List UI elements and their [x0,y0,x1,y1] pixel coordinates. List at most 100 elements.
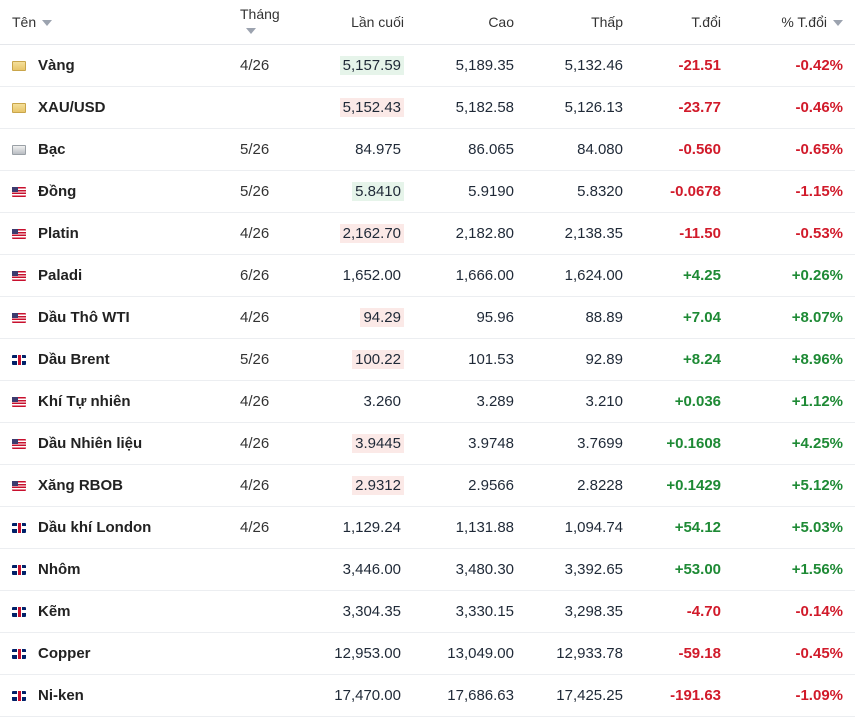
table-row[interactable]: Dầu Thô WTI 4/26 94.29 95.96 88.89 +7.04 +8.07… [0,296,855,339]
change-cell: -11.50 [635,212,733,255]
low-cell: 3.7699 [526,422,635,465]
table-row[interactable]: Đồng 5/26 5.8410 5.9190 5.8320 -0.0678 -1.15% [0,170,855,213]
commodity-name-cell[interactable]: Dầu Thô WTI [0,296,222,339]
commodity-name-link[interactable]: Xăng RBOB [38,476,124,494]
commodity-name-cell[interactable]: Nhôm [0,548,222,591]
commodity-name-link[interactable]: Kẽm [38,602,71,620]
table-row[interactable]: Paladi 6/26 1,652.00 1,666.00 1,624.00 +4.25 +… [0,254,855,297]
commodity-name-link[interactable]: Nhôm [38,560,81,578]
commodity-name-link[interactable]: Platin [38,224,79,242]
table-row[interactable]: Dầu Nhiên liệu 4/26 3.9445 3.9748 3.7699 +0.1… [0,422,855,465]
high-cell: 2,182.80 [416,212,526,255]
column-header-high-label: Cao [488,13,514,30]
commodity-name-cell[interactable]: Dầu Brent [0,338,222,381]
commodity-name-cell[interactable]: Ni-ken [0,674,222,717]
change-cell: -4.70 [635,590,733,633]
header-row: Tên Tháng Lần cuối Cao Thấp T.đổi % T.đổ… [0,0,855,45]
month-cell [222,590,302,633]
commodity-name-link[interactable]: Ni-ken [38,686,84,704]
column-header-last[interactable]: Lần cuối [302,0,416,45]
commodity-name-cell[interactable]: Đồng [0,170,222,213]
table-row[interactable]: Nhôm 3,446.00 3,480.30 3,392.65 +53.00 +1.56% [0,548,855,591]
commodity-name-cell[interactable]: Copper [0,632,222,675]
commodity-name-link[interactable]: Dầu Thô WTI [38,308,130,326]
column-header-name[interactable]: Tên [0,0,222,45]
flag-us-icon [12,186,26,197]
column-header-month[interactable]: Tháng [222,0,302,45]
column-header-low[interactable]: Thấp [526,0,635,45]
flag-gold-icon [12,60,26,71]
flag-silver-icon [12,144,26,155]
month-cell: 5/26 [222,170,302,213]
change-cell: +0.1608 [635,422,733,465]
sort-caret-down-icon[interactable] [833,20,843,27]
change-cell: +53.00 [635,548,733,591]
table-row[interactable]: Copper 12,953.00 13,049.00 12,933.78 -59.18-… [0,632,855,675]
low-cell: 1,624.00 [526,254,635,297]
commodity-name-cell[interactable]: Paladi [0,254,222,297]
commodity-name-link[interactable]: Vàng [38,56,75,74]
sort-caret-down-icon[interactable] [42,20,53,27]
flag-uk-icon [12,564,26,575]
table-row[interactable]: Bạc 5/26 84.975 86.065 84.080 -0.560 -0.65% [0,128,855,171]
commodity-name-link[interactable]: Bạc [38,140,66,158]
last-price-value: 2.9312 [352,475,404,495]
commodity-name-link[interactable]: Paladi [38,266,83,284]
high-cell: 17,686.63 [416,674,526,717]
high-cell: 86.065 [416,128,526,171]
table-row[interactable]: Xăng RBOB 4/26 2.9312 2.9566 2.8228 +0.1429 +5… [0,464,855,507]
commodity-name-cell[interactable]: Platin [0,212,222,255]
table-row[interactable]: Dầu Brent 5/26 100.22 101.53 92.89 +8.24 +8.96… [0,338,855,381]
commodity-name-cell[interactable]: Bạc [0,128,222,171]
table-row[interactable]: Khí Tự nhiên 4/26 3.260 3.289 3.210 +0.036 +1.… [0,380,855,423]
commodity-name-link[interactable]: XAU/USD [38,98,106,116]
change-pct-cell: +5.03% [733,506,855,549]
flag-us-icon [12,438,26,449]
month-cell: 5/26 [222,338,302,381]
column-header-high[interactable]: Cao [416,0,526,45]
table-row[interactable]: Kẽm 3,304.35 3,330.15 3,298.35 -4.70 -0.14% [0,590,855,633]
low-cell: 5,132.46 [526,44,635,87]
last-price-value: 5,152.43 [339,97,404,117]
high-cell: 95.96 [416,296,526,339]
change-cell: -21.51 [635,44,733,87]
change-cell: +0.1429 [635,464,733,507]
table-row[interactable]: XAU/USD 5,152.43 5,182.58 5,126.13 -23.77 -0.… [0,86,855,129]
month-cell: 4/26 [222,464,302,507]
commodity-name-link[interactable]: Khí Tự nhiên [38,392,131,410]
change-cell: -59.18 [635,632,733,675]
commodity-name-link[interactable]: Dầu Brent [38,350,110,368]
sort-caret-down-icon[interactable] [246,28,256,35]
low-cell: 3.210 [526,380,635,423]
high-cell: 5,182.58 [416,86,526,129]
commodity-name-cell[interactable]: Khí Tự nhiên [0,380,222,423]
table-row[interactable]: Vàng 4/26 5,157.59 5,189.35 5,132.46 -21.51 -0… [0,44,855,87]
commodity-name-cell[interactable]: XAU/USD [0,86,222,129]
change-cell: -191.63 [635,674,733,717]
low-cell: 84.080 [526,128,635,171]
low-cell: 5,126.13 [526,86,635,129]
table-row[interactable]: Ni-ken 17,470.00 17,686.63 17,425.25 -191.63… [0,674,855,717]
low-cell: 88.89 [526,296,635,339]
change-pct-cell: -0.42% [733,44,855,87]
commodity-name-link[interactable]: Dầu Nhiên liệu [38,434,143,452]
commodity-name-link[interactable]: Đồng [38,182,77,200]
last-price-value: 100.22 [352,349,404,369]
commodity-name-cell[interactable]: Dầu khí London [0,506,222,549]
commodity-name-link[interactable]: Dầu khí London [38,518,152,536]
column-header-change-pct[interactable]: % T.đổi [733,0,855,45]
table-row[interactable]: Dầu khí London 4/26 1,129.24 1,131.88 1,094.… [0,506,855,549]
column-header-change[interactable]: T.đổi [635,0,733,45]
commodity-name-cell[interactable]: Dầu Nhiên liệu [0,422,222,465]
commodity-name-cell[interactable]: Xăng RBOB [0,464,222,507]
table-row[interactable]: Platin 4/26 2,162.70 2,182.80 2,138.35 -11.50… [0,212,855,255]
commodity-name-link[interactable]: Copper [38,644,91,662]
low-cell: 5.8320 [526,170,635,213]
change-pct-cell: -0.14% [733,590,855,633]
commodity-name-cell[interactable]: Kẽm [0,590,222,633]
commodity-name-cell[interactable]: Vàng [0,44,222,87]
table-body: Vàng 4/26 5,157.59 5,189.35 5,132.46 -21.51 -0… [0,44,855,717]
last-price-value: 84.975 [355,140,401,158]
last-price-value: 1,129.24 [342,518,401,536]
